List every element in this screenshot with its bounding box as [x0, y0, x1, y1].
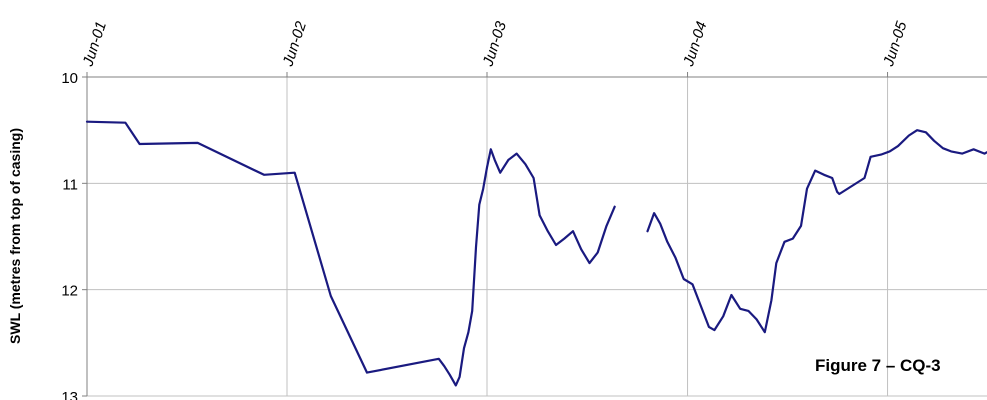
series-layer — [85, 120, 987, 387]
y-tick-label: 12 — [61, 283, 78, 300]
y-tick-label: 10 — [61, 70, 78, 87]
x-tick-label: Jun-04 — [680, 19, 711, 69]
figure-annotation: Figure 7 – CQ-3 — [815, 356, 941, 375]
x-tick-label: Jun-02 — [279, 19, 310, 69]
y-axis-label: SWL (metres from top of casing) — [7, 128, 23, 344]
y-tick-label: 11 — [62, 176, 78, 193]
y-tick-label: 13 — [61, 389, 78, 400]
x-axis-ticks: Jun-01 Jun-02 Jun-03 Jun-04 Jun-05 — [79, 19, 911, 77]
plot-background — [87, 77, 987, 396]
x-tick-label: Jun-03 — [479, 19, 510, 69]
x-tick-label: Jun-05 — [880, 19, 911, 69]
series-line — [646, 129, 987, 334]
y-axis-ticks: 10 11 12 13 — [61, 70, 87, 400]
series-line — [85, 120, 616, 387]
x-tick-label: Jun-01 — [79, 19, 110, 69]
